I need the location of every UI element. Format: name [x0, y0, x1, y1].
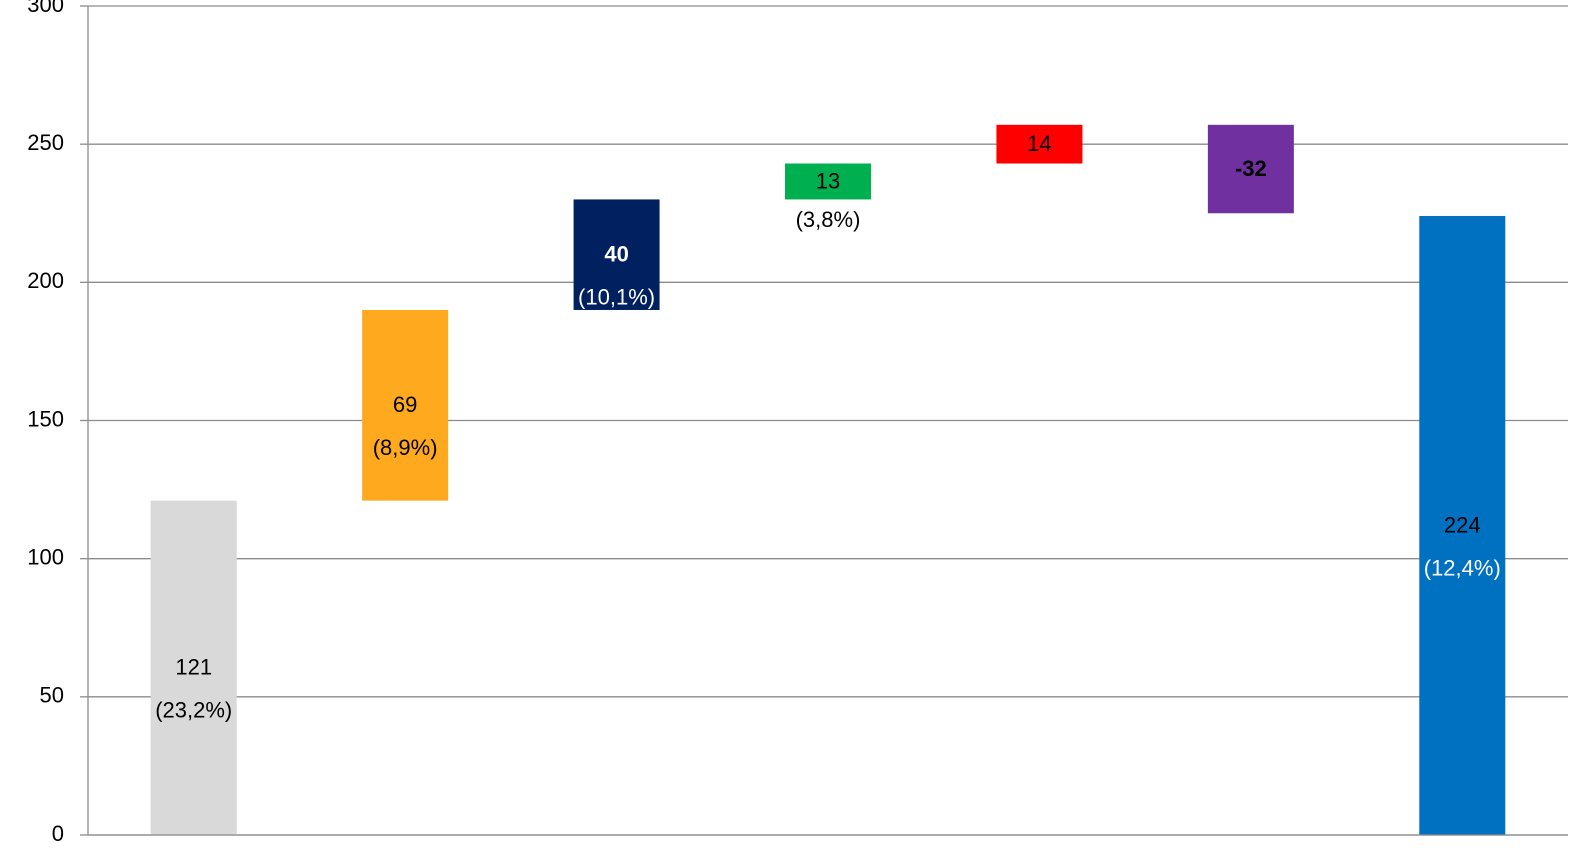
value-label: 121 — [175, 655, 212, 680]
value-label: 14 — [1027, 131, 1051, 156]
y-tick-label: 100 — [27, 544, 64, 569]
bar — [1207, 124, 1294, 214]
bar — [573, 199, 660, 310]
percent-label: (10,1%) — [578, 285, 655, 310]
percent-label: (3,8%) — [796, 207, 861, 232]
percent-label: (23,2%) — [155, 698, 232, 723]
percent-label: (12,4%) — [1424, 555, 1501, 580]
y-tick-label: 250 — [27, 130, 64, 155]
y-tick-label: 50 — [40, 683, 64, 708]
value-label: 40 — [604, 242, 628, 267]
value-label: -32 — [1235, 156, 1267, 181]
y-tick-label: 200 — [27, 268, 64, 293]
y-tick-label: 300 — [27, 0, 64, 17]
bar — [150, 500, 237, 835]
bar — [1419, 216, 1506, 836]
y-tick-label: 150 — [27, 406, 64, 431]
bar — [785, 163, 871, 200]
value-label: 224 — [1444, 512, 1481, 537]
y-tick-label: 0 — [52, 821, 64, 846]
percent-label: (8,9%) — [373, 435, 438, 460]
value-label: 13 — [816, 168, 840, 193]
value-label: 69 — [393, 392, 417, 417]
bar — [996, 124, 1083, 164]
bar — [362, 309, 449, 501]
